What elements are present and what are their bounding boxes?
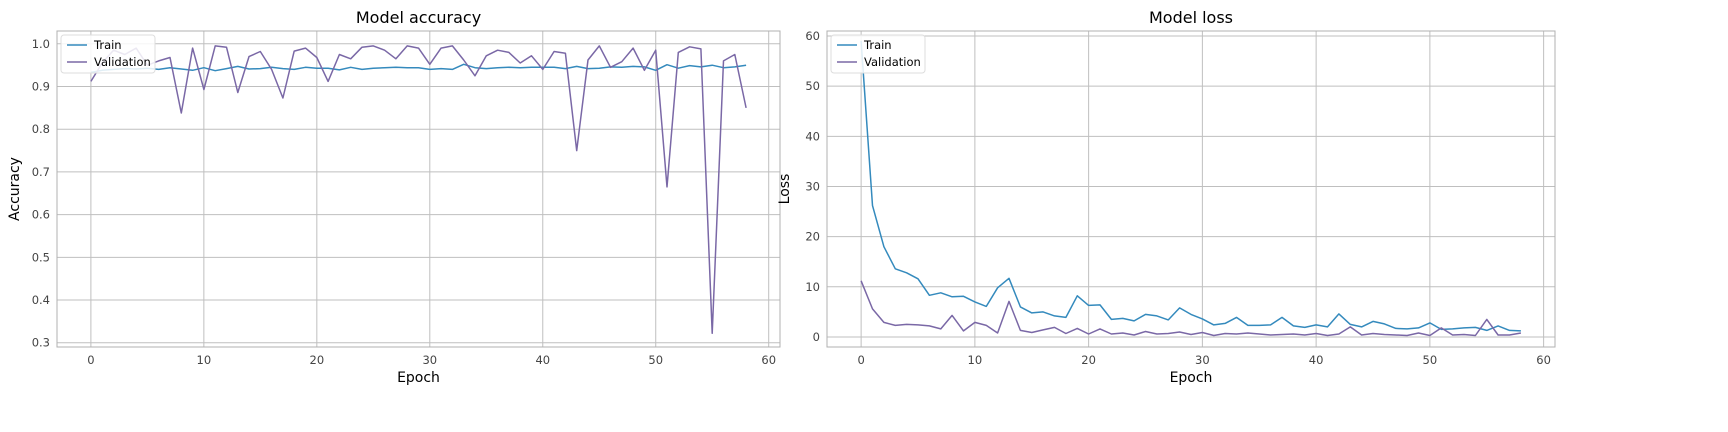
loss-legend-label: Train xyxy=(863,38,892,52)
accuracy-y-tick-label: 0.7 xyxy=(32,165,50,179)
loss-x-tick-label: 20 xyxy=(1081,353,1096,367)
accuracy-x-tick-label: 0 xyxy=(87,353,94,367)
accuracy-y-tick-label: 0.5 xyxy=(32,250,50,264)
loss-train-line xyxy=(860,40,1521,332)
accuracy-train-line xyxy=(90,63,747,74)
accuracy-chart-title: Model accuracy xyxy=(356,8,481,27)
accuracy-y-tick-label: 0.9 xyxy=(32,80,50,94)
loss-y-tick-label: 40 xyxy=(805,129,820,143)
loss-x-tick-label: 50 xyxy=(1423,353,1438,367)
accuracy-x-tick-label: 30 xyxy=(422,353,437,367)
accuracy-plot-frame xyxy=(56,30,781,348)
loss-plot-frame xyxy=(826,30,1556,348)
loss-x-tick-label: 0 xyxy=(857,353,864,367)
accuracy-x-tick-label: 10 xyxy=(197,353,212,367)
accuracy-legend-label: Validation xyxy=(94,55,151,69)
accuracy-y-tick-label: 0.3 xyxy=(32,336,50,350)
loss-y-tick-label: 10 xyxy=(805,280,820,294)
accuracy-y-tick-label: 0.6 xyxy=(32,208,50,222)
accuracy-validation-line xyxy=(90,45,747,335)
loss-x-tick-label: 30 xyxy=(1195,353,1210,367)
loss-y-axis-label: Loss xyxy=(777,174,793,205)
loss-y-tick-label: 0 xyxy=(813,330,820,344)
accuracy-y-axis-label: Accuracy xyxy=(7,157,23,221)
accuracy-y-tick-label: 1.0 xyxy=(32,37,50,51)
loss-y-tick-label: 30 xyxy=(805,179,820,193)
loss-x-tick-label: 60 xyxy=(1536,353,1551,367)
accuracy-legend: Train Validation xyxy=(60,34,156,74)
loss-x-tick-label: 10 xyxy=(968,353,983,367)
loss-chart: 0 10 20 30 40 50 60 0 10 20 30 40 50 60 Train Validati… xyxy=(777,8,1556,386)
accuracy-x-tick-label: 40 xyxy=(535,353,550,367)
accuracy-legend-label: Train xyxy=(93,38,122,52)
loss-chart-title: Model loss xyxy=(1149,8,1233,27)
loss-x-tick-label: 40 xyxy=(1309,353,1324,367)
loss-y-tick-label: 20 xyxy=(805,230,820,244)
accuracy-x-axis-label: Epoch xyxy=(397,370,440,386)
loss-y-tick-label: 60 xyxy=(805,29,820,43)
accuracy-y-tick-label: 0.4 xyxy=(32,293,50,307)
accuracy-x-tick-label: 20 xyxy=(310,353,325,367)
loss-legend-label: Validation xyxy=(864,55,921,69)
accuracy-chart: 0 10 20 30 40 50 60 0.3 0.4 0.5 0.6 0.7 0.8 0.9 1.0 Tr… xyxy=(7,8,781,386)
accuracy-x-tick-label: 60 xyxy=(761,353,776,367)
loss-validation-line xyxy=(860,280,1522,337)
accuracy-y-tick-label: 0.8 xyxy=(32,122,50,136)
loss-x-axis-label: Epoch xyxy=(1170,370,1213,386)
accuracy-x-tick-label: 50 xyxy=(648,353,663,367)
loss-legend: Train Validation xyxy=(830,34,926,74)
loss-y-tick-label: 50 xyxy=(805,79,820,93)
